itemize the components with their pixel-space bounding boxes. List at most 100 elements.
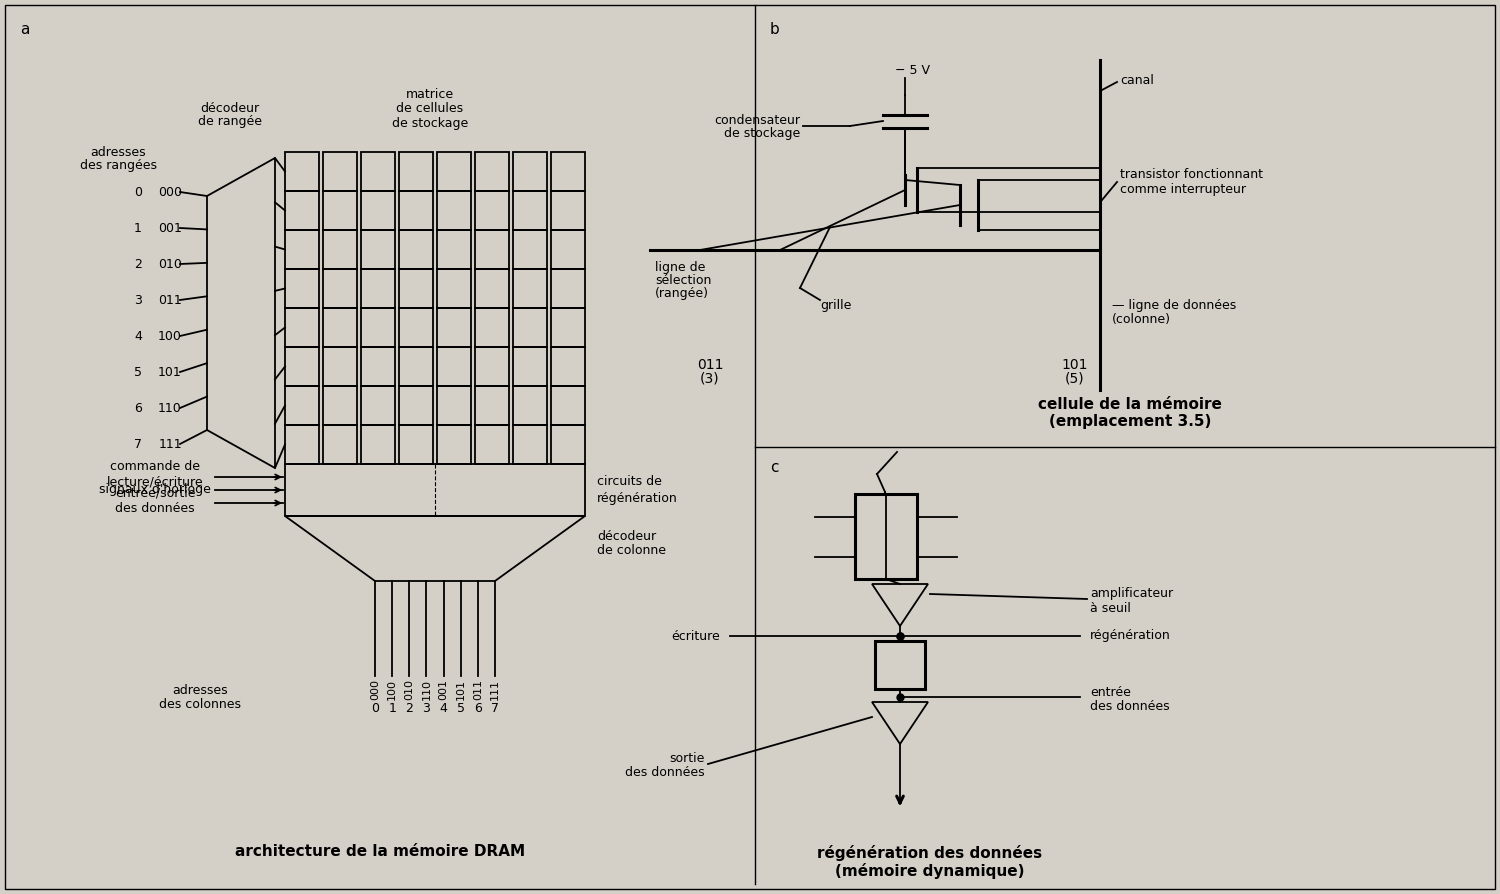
Bar — [322, 191, 357, 230]
Text: 101: 101 — [1062, 358, 1088, 372]
Bar — [285, 386, 320, 425]
Text: circuits de: circuits de — [597, 475, 662, 487]
Text: décodeur: décodeur — [597, 529, 656, 543]
Bar — [362, 347, 394, 386]
Bar — [476, 425, 508, 464]
Text: de colonne: de colonne — [597, 544, 666, 558]
Bar — [285, 464, 585, 516]
Text: (3): (3) — [700, 372, 720, 386]
Text: 110: 110 — [422, 679, 432, 700]
Bar — [550, 308, 585, 347]
Bar — [513, 269, 548, 308]
Bar — [322, 425, 357, 464]
Text: décodeur: décodeur — [201, 102, 260, 114]
Text: régénération: régénération — [597, 493, 678, 505]
Bar — [399, 191, 433, 230]
Text: 2: 2 — [405, 703, 412, 715]
Bar — [362, 152, 394, 191]
Text: régénération: régénération — [1090, 629, 1170, 643]
Text: 1: 1 — [388, 703, 396, 715]
Text: de cellules: de cellules — [396, 103, 464, 115]
Text: entrée: entrée — [1090, 686, 1131, 698]
Bar — [513, 347, 548, 386]
Bar — [362, 230, 394, 269]
Text: cellule de la mémoire
(emplacement 3.5): cellule de la mémoire (emplacement 3.5) — [1038, 397, 1222, 429]
Text: 101: 101 — [456, 679, 465, 700]
Text: 4: 4 — [134, 330, 142, 342]
Text: 000: 000 — [158, 185, 182, 198]
Text: 111: 111 — [490, 679, 500, 700]
Text: 011: 011 — [158, 293, 182, 307]
Text: sélection: sélection — [656, 274, 711, 288]
Bar — [436, 152, 471, 191]
Text: 001: 001 — [158, 222, 182, 234]
Text: 3: 3 — [423, 703, 430, 715]
Bar — [399, 152, 433, 191]
Bar — [399, 269, 433, 308]
Bar — [513, 152, 548, 191]
Text: 111: 111 — [158, 437, 182, 451]
Bar — [513, 191, 548, 230]
Text: matrice: matrice — [406, 89, 454, 102]
Bar — [322, 152, 357, 191]
Text: sortie: sortie — [669, 753, 705, 765]
Text: grille: grille — [821, 299, 852, 311]
Text: 100: 100 — [158, 330, 182, 342]
Bar — [322, 308, 357, 347]
Bar — [362, 269, 394, 308]
Bar — [476, 386, 508, 425]
Text: transistor fonctionnant: transistor fonctionnant — [1120, 168, 1263, 181]
Bar — [476, 269, 508, 308]
Bar — [362, 191, 394, 230]
Text: de stockage: de stockage — [723, 126, 800, 139]
Text: (colonne): (colonne) — [1112, 313, 1172, 325]
Text: des données: des données — [1090, 699, 1170, 713]
Text: ligne de: ligne de — [656, 262, 705, 274]
Text: signaux d'horloge: signaux d'horloge — [99, 484, 211, 496]
Text: régénération des données
(mémoire dynamique): régénération des données (mémoire dynami… — [818, 845, 1042, 880]
Bar — [476, 191, 508, 230]
Bar — [476, 230, 508, 269]
Text: des rangées: des rangées — [80, 158, 156, 172]
Text: amplificateur: amplificateur — [1090, 587, 1173, 601]
Bar — [399, 230, 433, 269]
Bar — [855, 494, 916, 579]
Bar — [285, 191, 320, 230]
Bar — [285, 308, 320, 347]
Text: — ligne de données: — ligne de données — [1112, 299, 1236, 311]
Text: 010: 010 — [405, 679, 414, 700]
Bar — [322, 269, 357, 308]
Text: 7: 7 — [490, 703, 500, 715]
Text: commande de: commande de — [110, 460, 200, 474]
Text: des données: des données — [626, 766, 705, 780]
Text: écriture: écriture — [672, 629, 720, 643]
Text: 2: 2 — [134, 257, 142, 271]
Bar — [362, 386, 394, 425]
Text: 110: 110 — [158, 401, 182, 415]
Text: des données: des données — [116, 502, 195, 515]
Text: 1: 1 — [134, 222, 142, 234]
Bar — [285, 425, 320, 464]
Text: entrée/sortie: entrée/sortie — [114, 486, 195, 500]
Bar — [399, 425, 433, 464]
Bar — [322, 347, 357, 386]
Bar — [285, 269, 320, 308]
Bar — [399, 347, 433, 386]
Bar — [285, 347, 320, 386]
Text: 101: 101 — [158, 366, 182, 378]
Text: lecture/écriture: lecture/écriture — [106, 476, 204, 488]
Bar — [436, 347, 471, 386]
Bar — [476, 308, 508, 347]
Bar — [874, 641, 926, 689]
Text: comme interrupteur: comme interrupteur — [1120, 182, 1246, 196]
Text: 011: 011 — [696, 358, 723, 372]
Text: 3: 3 — [134, 293, 142, 307]
Text: 011: 011 — [472, 679, 483, 700]
Bar — [513, 230, 548, 269]
Text: de stockage: de stockage — [392, 116, 468, 130]
Text: 7: 7 — [134, 437, 142, 451]
Text: 0: 0 — [134, 185, 142, 198]
Bar — [436, 308, 471, 347]
Text: − 5 V: − 5 V — [896, 63, 930, 77]
Text: 100: 100 — [387, 679, 398, 700]
